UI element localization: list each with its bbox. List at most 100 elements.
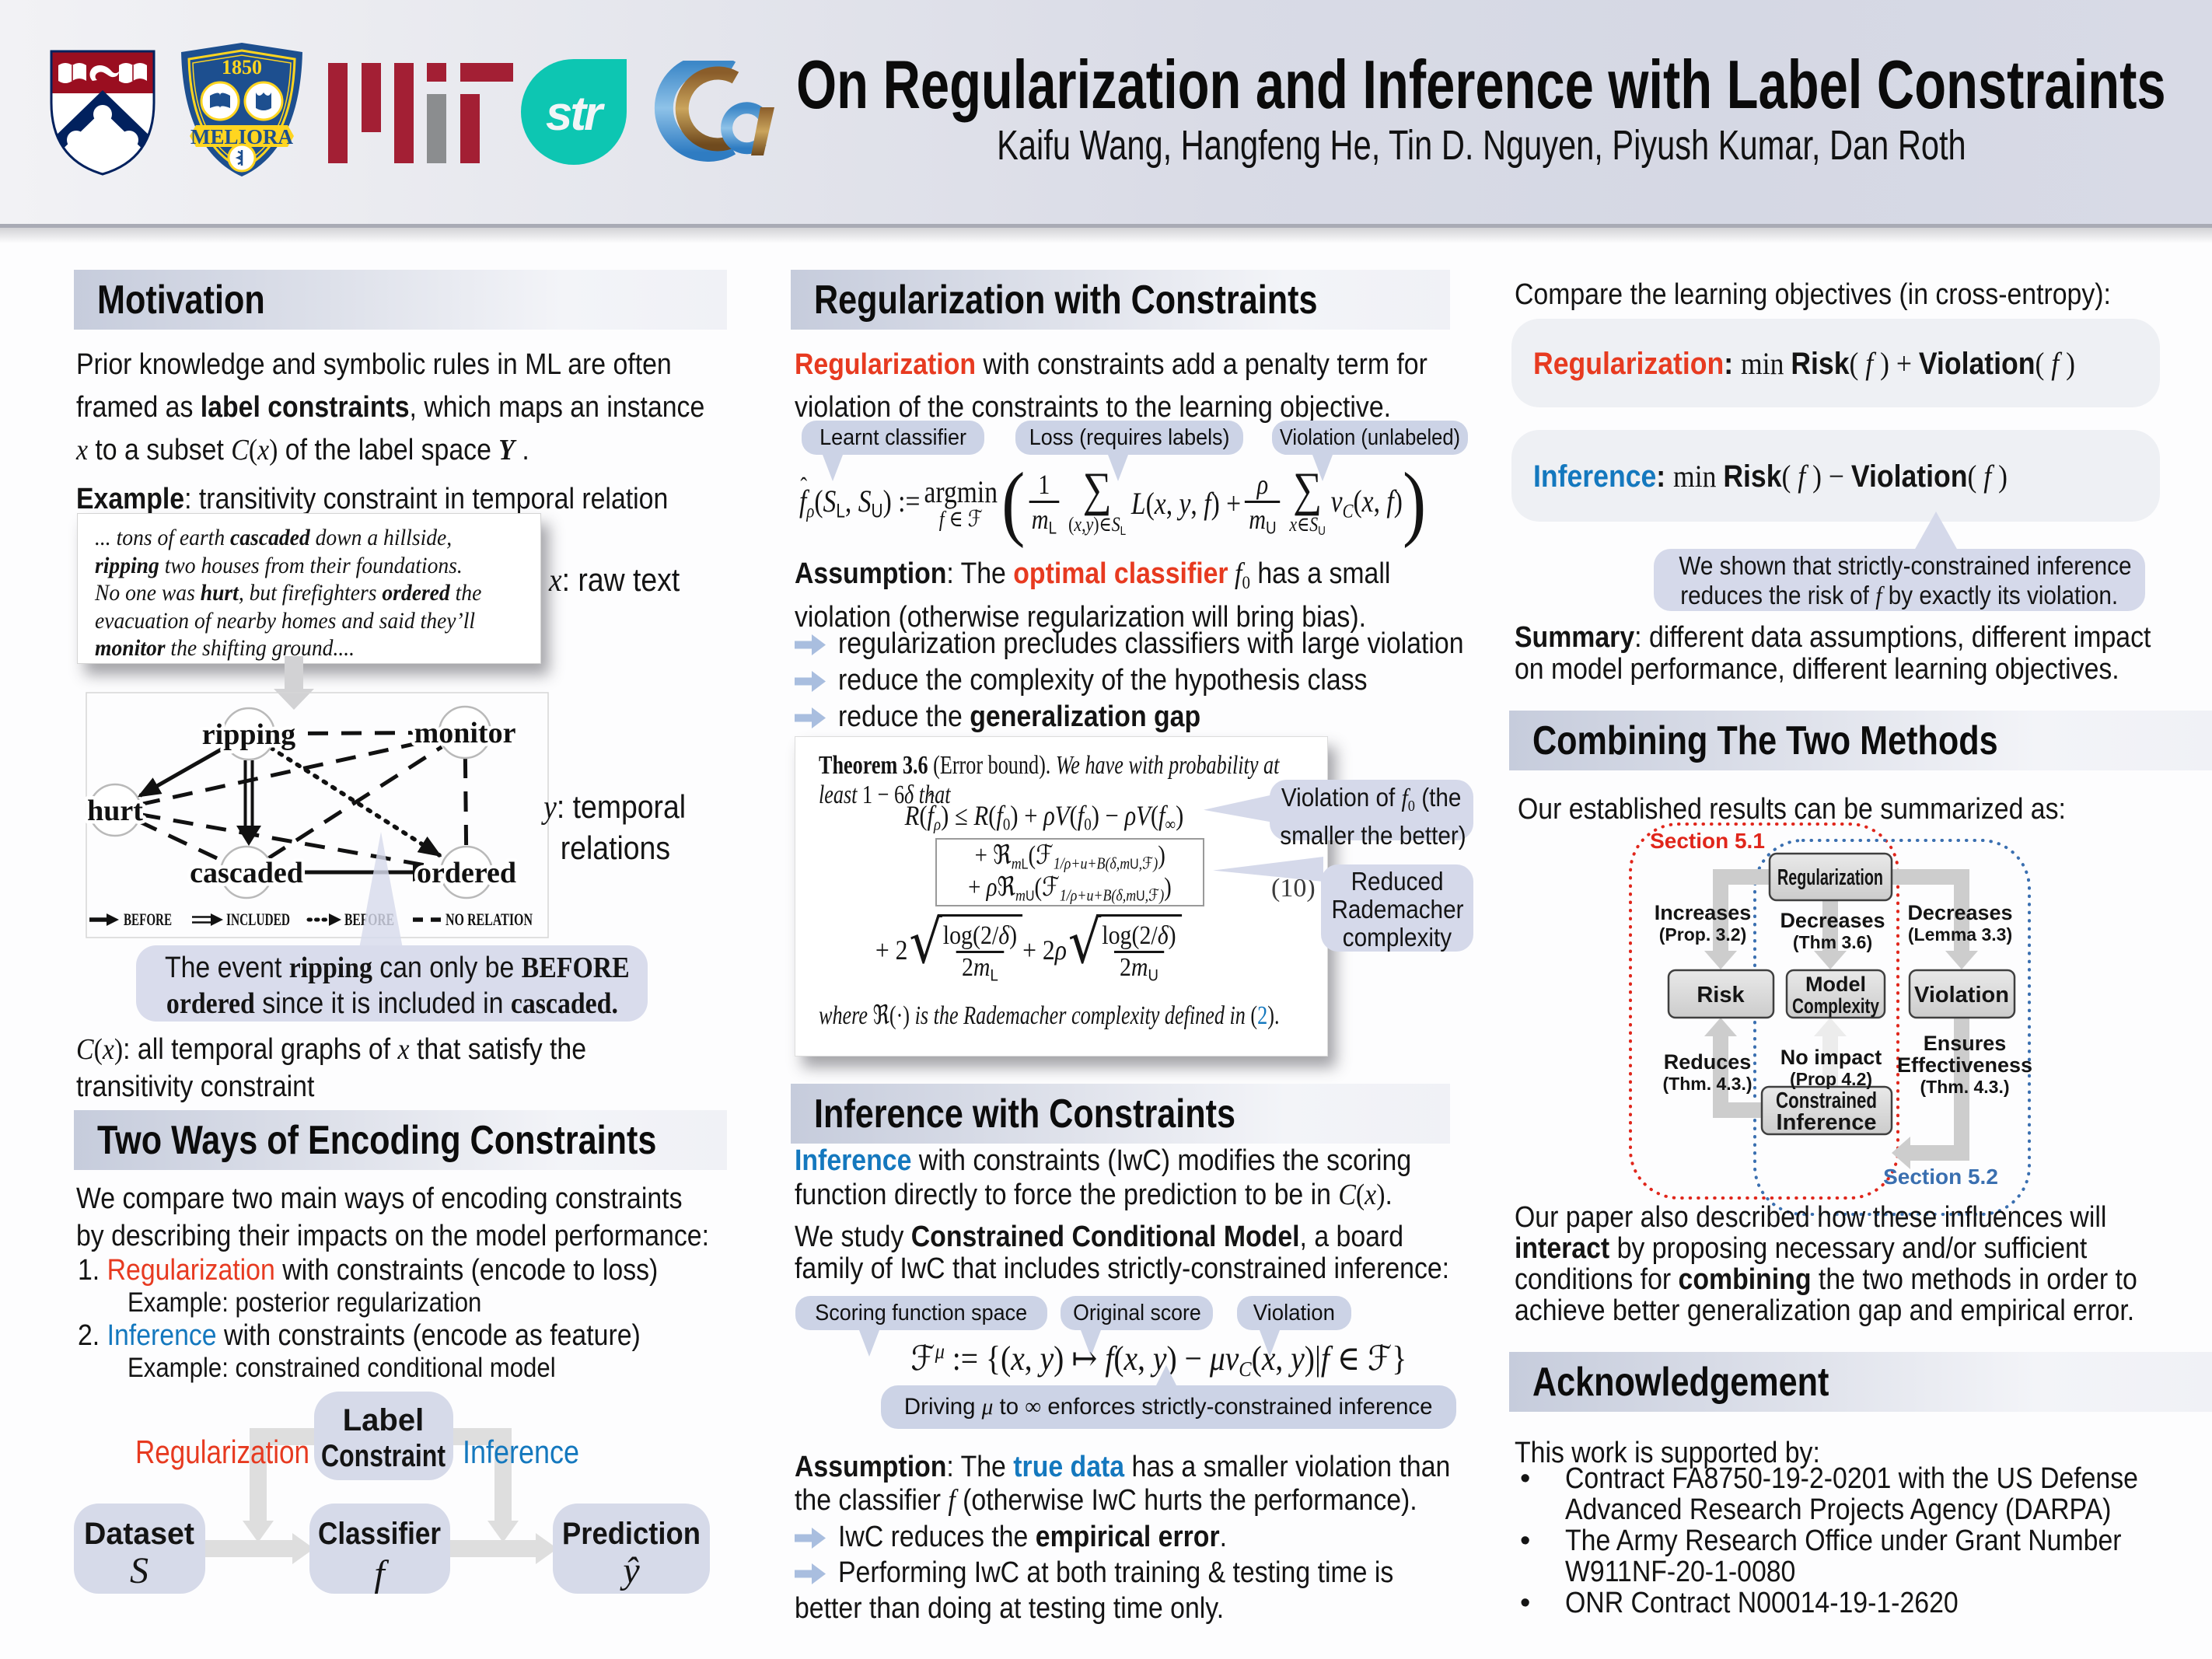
text-segment: The event ripping can only be BEFORE [164, 952, 630, 984]
text-segment: ( [1001, 456, 1026, 550]
ccm-formula: ℱμ := {(x, y) ↦ f(x, y) − μvC(x, y)|f ∈ … [855, 1339, 1462, 1381]
text-line: interact by proposing necessary and/or s… [1515, 1233, 2212, 1264]
text-segment: Rademacher [1330, 895, 1464, 924]
section-5-1-label: Section 5.1 [1650, 829, 1765, 853]
text-line: Advanced Research Projects Agency (DARPA… [1520, 1494, 2209, 1525]
flow-dataset-symbol: S [130, 1550, 149, 1591]
two-ways-list: 1. Regularization with constraints (enco… [78, 1253, 730, 1384]
text-segment: transitivity constraint [76, 1070, 315, 1103]
text-line: Assumption: The true data has a smaller … [795, 1451, 1532, 1484]
ripping-callout: The event ripping can only be BEFORE ord… [136, 945, 648, 1022]
text-segment: √ [1068, 907, 1102, 976]
text-segment: Summary: different data assumptions, dif… [1515, 621, 2151, 654]
text-line: reduces the risk of f by exactly its vio… [1654, 581, 2145, 611]
text-segment: ρ mU [1245, 468, 1281, 539]
text-segment: by describing their impacts on the model… [76, 1220, 709, 1252]
text-segment: 2. Inference with constraints (encode as… [78, 1319, 641, 1352]
rochester-logo-icon: 1850 MELIORA [181, 43, 302, 176]
arrow-bullet-icon [795, 1523, 826, 1556]
text-segment: where ℜ(·) is the Rademacher complexity … [819, 1001, 1280, 1030]
arrow-bullet-icon [795, 629, 826, 663]
graph-node-monitor: monitor [414, 717, 516, 749]
text-line: • Contract FA8750-19-2-0201 with the US D… [1520, 1463, 2209, 1494]
text-segment: ∑ x∈SU [1289, 466, 1326, 539]
text-line: smaller the better) [1270, 821, 1473, 850]
text-segment: reduces the risk of f by exactly its vio… [1680, 581, 2119, 610]
text-line: y: temporal [522, 787, 708, 828]
text-line: Prior knowledge and symbolic rules in ML… [76, 344, 782, 386]
text-segment: 2mL [956, 951, 1005, 985]
lbl-increases: Increases [1655, 901, 1752, 924]
text-segment: We shown that strictly-constrained infer… [1679, 551, 2132, 580]
text-line: We shown that strictly-constrained infer… [1654, 551, 2145, 581]
encoding-flow-diagram: Label Constraint Dataset Classifier Pred… [74, 1392, 710, 1594]
text-segment: √ [909, 907, 943, 976]
raw-text-quote-card: ... tons of earth cascaded down a hillsi… [77, 513, 541, 664]
tag-loss-tail [1108, 455, 1128, 481]
inference-ccm-paragraph: We study Constrained Conditional Model, … [795, 1221, 1530, 1285]
text-line: Example: transitivity constraint in temp… [76, 478, 782, 521]
text-segment: W911NF-20-1-0080 [1565, 1556, 1796, 1588]
combining-box-model-2: Complexity [1792, 994, 1879, 1018]
flow-inference-label: Inference [463, 1434, 579, 1470]
arrow-bullet-icon [795, 702, 826, 736]
text-line: achieve better generalization gap and em… [1515, 1295, 2212, 1326]
text-segment: (x,y)∈SL [1068, 513, 1127, 538]
text-line: No one was hurt, but firefighters ordere… [95, 579, 540, 607]
tag-violation-unlabeled: Violation (unlabeled) [1272, 421, 1468, 455]
lbl-noimpact-ref: (Prop 4.2) [1790, 1069, 1872, 1089]
text-line: reduce the generalization gap [795, 700, 1541, 736]
driving-mu-bubble: Driving μ to ∞ enforces strictly-constra… [881, 1385, 1456, 1429]
text-segment: argmin f ∈ ℱ [924, 473, 998, 533]
text-segment: monitor the shifting ground.... [95, 635, 355, 661]
text-segment: better than doing at testing time only. [795, 1592, 1225, 1625]
text-line: Regularization with constraints add a pe… [795, 344, 1505, 386]
text-segment: x to a subset C(x) of the label space Y … [76, 434, 529, 466]
lbl-increases-ref: (Prop. 3.2) [1659, 924, 1746, 945]
text-segment: Kaifu Wang, Hangfeng He, Tin D. Nguyen, … [996, 122, 1966, 169]
text-line: Performing IwC at both training & testin… [795, 1556, 1462, 1592]
text-line: 1. Regularization with constraints (enco… [78, 1253, 730, 1287]
text-line: relations [522, 828, 708, 868]
text-segment: 2mU [1114, 951, 1165, 985]
text-line: transitivity constraint [76, 1068, 649, 1105]
text-segment: Compare the learning objectives (in cros… [1515, 278, 2111, 311]
text-segment: ONR Contract N00014-19-1-2620 [1565, 1587, 1959, 1619]
text-segment: function directly to force the predictio… [795, 1179, 1393, 1211]
text-segment: Advanced Research Projects Agency (DARPA… [1565, 1493, 2112, 1526]
text-line: We study Constrained Conditional Model, … [795, 1221, 1530, 1253]
text-segment: No one was hurt, but firefighters ordere… [95, 580, 482, 606]
graph-node-ripping: ripping [202, 718, 295, 751]
lbl-decreases-mid: Decreases [1780, 909, 1885, 932]
tag-learnt-tail [823, 455, 843, 481]
text-segment: x∈SU [1289, 513, 1326, 538]
two-ways-intro: We compare two main ways of encoding con… [76, 1180, 788, 1255]
tag-learnt-classifier: Learnt classifier [802, 421, 984, 455]
text-line: • The Army Research Office under Grant Nu… [1520, 1525, 2209, 1556]
text-line: Example: constrained conditional model [78, 1353, 730, 1384]
text-segment: evacuation of nearby homes and said they… [95, 607, 476, 634]
combining-box-violation: Violation [1914, 983, 2009, 1008]
flow-prediction-label: Prediction [562, 1517, 701, 1551]
text-segment: fρ(SL, SU) := [799, 483, 920, 522]
legend-before-solid: BEFORE [124, 910, 172, 929]
str-logo-text: str [546, 87, 605, 141]
flow-prediction-symbol: ŷ [619, 1550, 640, 1591]
tag-scoring-space: Scoring function space [795, 1296, 1047, 1330]
text-line: on model performance, different learning… [1515, 654, 2212, 686]
flow-regularization-label: Regularization [135, 1434, 309, 1470]
text-segment: IwC reduces the empirical error. [838, 1521, 1228, 1553]
text-segment: interact by proposing necessary and/or s… [1515, 1232, 2088, 1265]
mit-logo-icon [328, 63, 513, 163]
text-segment: family of IwC that includes strictly-con… [795, 1252, 1450, 1285]
graph-node-hurt: hurt [87, 795, 143, 827]
poster-title: On Regularization and Inference with Lab… [770, 45, 2193, 124]
text-segment: We compare two main ways of encoding con… [76, 1182, 683, 1215]
text-segment: ρ [1256, 468, 1269, 500]
x-label: x: raw text [549, 561, 696, 599]
violation-f0-callout: Violation of f0 (the smaller the better) [1270, 780, 1473, 850]
section-two-ways: Two Ways of Encoding Constraints [74, 1110, 727, 1170]
text-line: ripping two houses from their foundation… [95, 552, 540, 580]
text-segment: log(2/δ) [1102, 921, 1176, 950]
